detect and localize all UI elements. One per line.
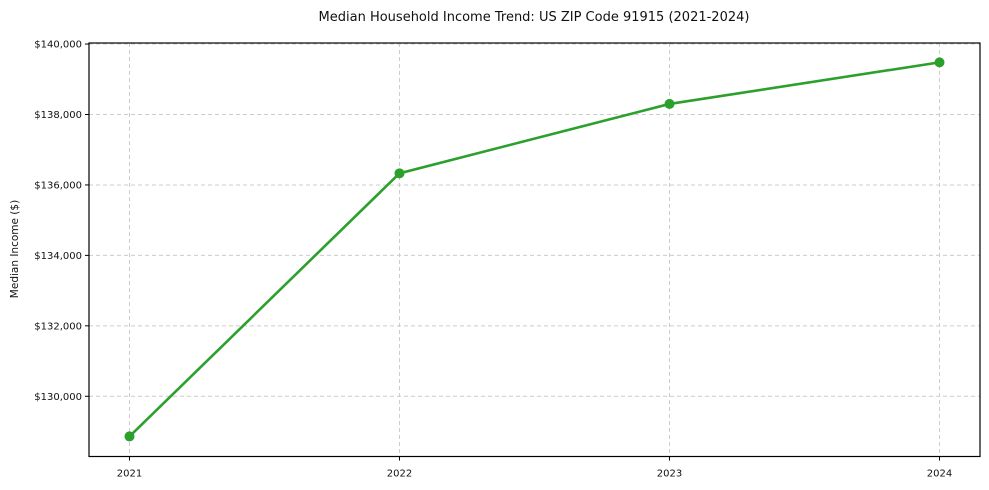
y-axis-label: Median Income ($) [9, 199, 21, 299]
y-tick-label: $140,000 [34, 40, 82, 51]
plot-frame [88, 42, 981, 458]
line-series [128, 61, 941, 438]
data-point [394, 168, 405, 179]
data-point [664, 98, 675, 109]
data-point [124, 431, 135, 442]
x-tick-label: 2024 [927, 469, 952, 480]
chart-title: Median Household Income Trend: US ZIP Co… [318, 10, 750, 25]
y-tick-label: $136,000 [34, 180, 82, 191]
y-tick-label: $130,000 [34, 392, 82, 403]
y-tick-label: $134,000 [34, 251, 82, 262]
y-tick-label: $138,000 [34, 110, 82, 121]
x-tick-label: 2023 [657, 469, 682, 480]
y-tick-label: $132,000 [34, 321, 82, 332]
data-point [934, 57, 945, 68]
x-tick-label: 2021 [117, 469, 142, 480]
x-tick-label: 2022 [387, 469, 412, 480]
